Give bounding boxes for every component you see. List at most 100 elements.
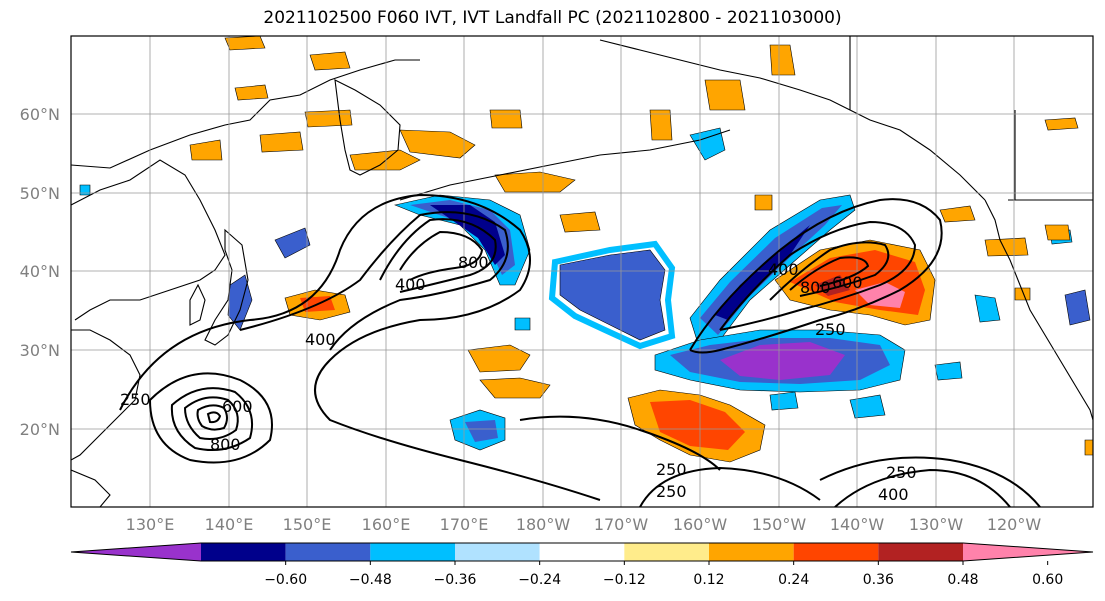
shade-neg-patch <box>514 317 531 331</box>
coast-na-west <box>984 199 1093 421</box>
colorbar-tick-label: −0.60 <box>264 572 307 588</box>
contour-ivt-nw-600 <box>379 218 497 293</box>
colorbar-tick-label: 0.48 <box>947 572 978 588</box>
coastlines <box>71 36 1093 507</box>
coast-alaska <box>599 39 986 201</box>
shade-pos-n10 <box>304 109 353 128</box>
shade-neg-patch <box>79 184 91 196</box>
colorbar-tick-label: 0.24 <box>778 572 809 588</box>
shade-pos-n8 <box>189 139 223 161</box>
map-frame <box>70 35 1094 508</box>
shade-pos-n7 <box>234 84 269 101</box>
latitude-labels: 60°N 50°N 40°N 30°N 20°N <box>20 105 60 439</box>
contour-label: 250 <box>886 463 917 482</box>
lon-label: 150°E <box>283 515 332 534</box>
shade-pos-mid2 <box>479 377 551 399</box>
longitude-labels: 130°E 140°E 150°E 160°E 170°E 180°W 170°… <box>126 515 1042 534</box>
contour-ivt-e-250 <box>819 456 1041 507</box>
shade-neg-south-core <box>720 342 845 380</box>
contour-ivt-typhoon-outer <box>148 372 273 464</box>
shade-pos-n13 <box>984 237 1029 257</box>
graticule <box>71 36 1093 507</box>
lat-label: 20°N <box>20 420 60 439</box>
shade-pos-n6 <box>559 211 601 233</box>
lon-label: 160°E <box>362 515 411 534</box>
contour-ivt-ne-250 <box>689 198 943 354</box>
colorbar-tick-label: −0.24 <box>518 572 561 588</box>
shade-neg-patch <box>974 294 1001 323</box>
lat-label: 40°N <box>20 262 60 281</box>
contour-ivt-se-400 <box>834 468 1011 507</box>
contour-ivt-mid-250 <box>519 415 721 471</box>
coast-siberia <box>71 59 420 169</box>
shade-pos-n5 <box>649 109 673 141</box>
lon-label: 130°E <box>126 515 175 534</box>
contour-ivt-se-250 <box>639 466 821 507</box>
colorbar-segment <box>455 543 540 561</box>
contour-ivt-ne-600 <box>769 241 890 301</box>
colorbar-tick-label: −0.36 <box>434 572 477 588</box>
colorbar-tick-label: −0.48 <box>349 572 392 588</box>
shade-neg-central <box>559 249 666 341</box>
map-title: 2021102500 F060 IVT, IVT Landfall PC (20… <box>263 8 842 28</box>
lon-label: 140°W <box>830 515 885 534</box>
coast-japan <box>204 228 249 346</box>
contour-labels: 800 600 250 400 400 800 400 800 600 250 … <box>120 253 917 504</box>
shade-neg-patch <box>769 391 799 411</box>
colorbar-tick-label: −0.12 <box>603 572 646 588</box>
colorbar-tick-label: 0.36 <box>863 572 894 588</box>
shade-pos-ne-pink <box>855 282 905 308</box>
shade-pos-aleut2 <box>399 129 476 159</box>
coast-china <box>71 329 141 461</box>
contour-ivt-nw-250 <box>119 193 601 501</box>
contour-label: 400 <box>395 275 426 294</box>
shade-pos-n17 <box>1084 439 1093 456</box>
lon-label: 120°W <box>987 515 1042 534</box>
contour-label: 800 <box>800 278 831 297</box>
coast-aleutians <box>399 129 731 201</box>
colorbar: −0.60 −0.48 −0.36 −0.24 −0.12 0.12 0.24 0.36 0.4… <box>70 542 1094 588</box>
colorbar-outline <box>70 542 1094 562</box>
contour-ivt-typhoon-core <box>196 404 228 431</box>
map-canvas: 800 600 250 400 400 800 400 800 600 250 … <box>71 36 1093 507</box>
lon-label: 160°W <box>673 515 728 534</box>
shade-pos-n15 <box>939 205 976 223</box>
contour-ivt-nw-800 <box>399 230 484 281</box>
shade-pos-mid <box>467 344 531 373</box>
lat-label: 50°N <box>20 184 60 203</box>
negative-ivt-shading <box>79 127 1091 451</box>
contour-ivt-ne-800 <box>789 256 870 291</box>
colorbar-extend-low <box>71 543 201 561</box>
lon-label: 170°W <box>594 515 649 534</box>
lat-label: 60°N <box>20 105 60 124</box>
coast-philippines <box>71 469 111 507</box>
shade-pos-n16 <box>1014 287 1031 301</box>
contour-label: 250 <box>120 390 151 409</box>
contour-ivt-typhoon <box>170 387 254 451</box>
shade-pos-n11 <box>489 109 523 129</box>
shade-pos-se <box>650 400 745 450</box>
colorbar-tick-label: 0.60 <box>1032 572 1063 588</box>
contour-label: 600 <box>222 397 253 416</box>
contour-label: 250 <box>656 460 687 479</box>
ivt-contours <box>119 193 1041 507</box>
contour-ivt-typhoon-mid <box>183 396 239 440</box>
shade-neg-patch <box>849 394 886 419</box>
shade-neg-central-edge <box>548 240 676 350</box>
shade-pos-n14 <box>1044 224 1071 241</box>
lon-label: 140°E <box>205 515 254 534</box>
shade-neg-band-core <box>715 225 810 320</box>
colorbar-segment <box>793 543 879 561</box>
contour-label: 400 <box>878 485 909 504</box>
shade-neg-patch <box>934 361 963 381</box>
colorbar-segment <box>539 543 625 561</box>
shade-pos-n3 <box>704 79 746 111</box>
contour-label: 600 <box>832 273 863 292</box>
colorbar-segment <box>370 543 455 561</box>
contour-ivt-ne-400 <box>719 220 917 331</box>
shade-pos-n2 <box>309 51 351 71</box>
shade-pos-aleut <box>349 149 421 171</box>
coast-korea <box>189 283 206 326</box>
colorbar-segment <box>624 543 709 561</box>
